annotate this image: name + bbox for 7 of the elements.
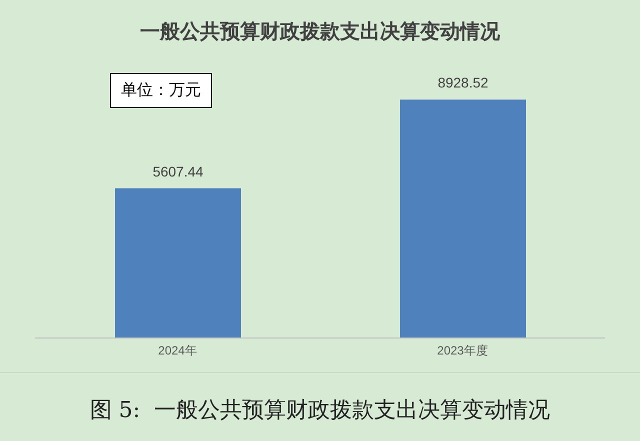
x-tick-label: 2024年 xyxy=(158,344,197,358)
x-tick-label: 2023年度 xyxy=(437,344,488,358)
caption: 图 5: 一般公共预算财政拨款支出决算变动情况 xyxy=(88,397,552,425)
chart-title: 一般公共预算财政拨款支出决算变动情况 xyxy=(139,18,501,45)
unit-box: 单位：万元 xyxy=(110,73,212,108)
data-label: 8928.52 xyxy=(438,74,489,91)
data-label: 5607.44 xyxy=(152,163,204,180)
